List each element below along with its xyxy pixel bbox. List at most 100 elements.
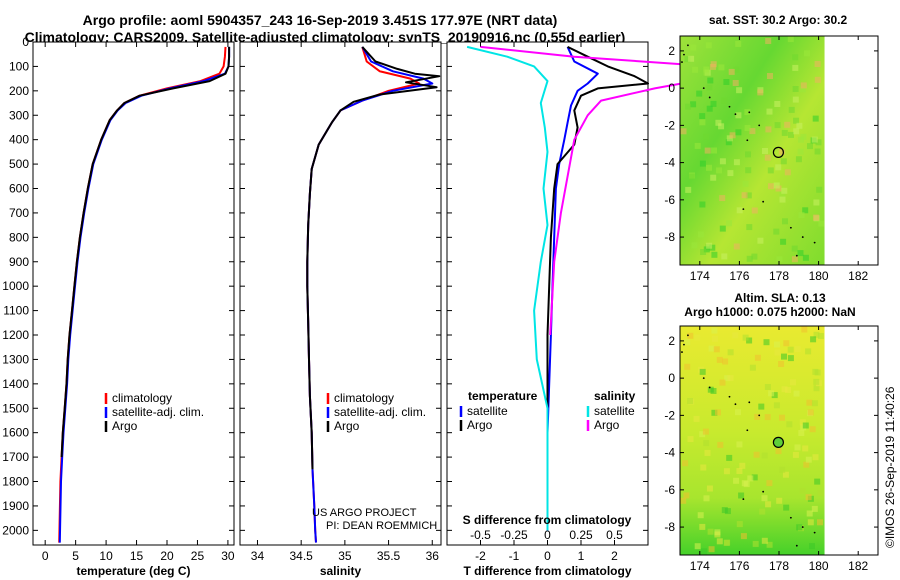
map-pixel [783, 504, 790, 511]
map-pixel [704, 449, 711, 456]
map-pixel [791, 245, 798, 252]
y-tick-label: 2000 [2, 523, 29, 537]
map-pixel [799, 86, 806, 93]
map-pixel [754, 354, 761, 361]
island-dot [762, 490, 765, 493]
map-pixel [703, 66, 710, 73]
map-pixel [721, 97, 728, 104]
map-pixel [736, 521, 743, 528]
map-pixel [736, 441, 743, 448]
island-dot [728, 395, 731, 398]
x-tick-label: 36 [426, 549, 440, 563]
map-pixel [736, 207, 743, 214]
map-pixel [774, 101, 781, 107]
y-tick-label: 1700 [2, 450, 29, 464]
map-pixel [688, 173, 695, 180]
map-pixel [792, 451, 799, 458]
map-pixel [746, 337, 753, 344]
sla-map-subtitle: Argo h1000: 0.075 h2000: NaN [684, 305, 855, 319]
map-pixel [699, 113, 706, 120]
map-pixel [790, 379, 796, 386]
map-pixel [711, 327, 718, 334]
island-dot [683, 343, 685, 346]
map-panel-sla: 174 176 178 180 182 2 0 -2 -4 -6 -8 Altim. SLA: 0.1… [664, 291, 879, 573]
map-pixel [715, 119, 722, 126]
legend-label: Argo [112, 419, 138, 433]
map-pixel [798, 430, 805, 436]
map-pixel [726, 220, 732, 227]
y-tick-label: 700 [9, 206, 29, 220]
map-pixel [744, 109, 751, 116]
map-pixel [699, 201, 706, 208]
map-pixel [773, 182, 780, 189]
map-pixel [708, 546, 715, 553]
map-pixel [705, 42, 712, 49]
map-pixel [697, 512, 704, 519]
map-pixel [765, 38, 772, 44]
map-pixel [788, 131, 794, 138]
map-pixel [802, 422, 809, 429]
y-tick-label: 800 [9, 230, 29, 244]
map-pixel [814, 478, 821, 485]
x-tick-label: 1 [578, 549, 585, 563]
map-pixel [735, 112, 742, 119]
map-pixel [684, 56, 691, 63]
y-tick-label: 400 [9, 133, 29, 147]
map-pixel [699, 431, 706, 438]
map-pixel [699, 119, 706, 126]
island-dot [681, 351, 683, 353]
map-pixel [694, 334, 701, 341]
map-pixel [773, 228, 780, 235]
map-y-tick-label: -4 [664, 156, 675, 170]
map-pixel [809, 543, 815, 550]
map-pixel [764, 154, 771, 161]
legend-title-salinity: salinity [594, 389, 636, 403]
map-pixel [773, 402, 780, 409]
map-pixel [732, 80, 739, 86]
map-pixel [813, 199, 820, 206]
map-pixel [765, 126, 772, 133]
map-pixel [704, 147, 711, 154]
map-pixel [716, 538, 723, 545]
map-pixel [715, 409, 721, 416]
x-tick-label: -1 [509, 549, 520, 563]
map-pixel [707, 77, 714, 84]
map-y-tick-label: -4 [664, 446, 675, 460]
island-dot [734, 113, 737, 116]
map-x-tick-label: 182 [848, 559, 868, 573]
map-pixel [709, 244, 716, 251]
y-tick-label: 1100 [3, 304, 29, 318]
map-pixel [800, 82, 807, 89]
map-pixel [776, 497, 783, 504]
map-pixel [774, 122, 781, 129]
map-y-tick-label: -6 [664, 193, 675, 207]
map-pixel [722, 358, 729, 365]
island-dot [789, 516, 792, 519]
map-pixel [771, 392, 778, 399]
map-pixel [683, 492, 690, 499]
map-x-tick-label: 174 [690, 559, 710, 573]
map-pixel [778, 361, 785, 367]
map-y-tick-label: 2 [668, 44, 675, 58]
map-y-tick-label: 0 [668, 81, 675, 95]
map-pixel [729, 132, 736, 139]
map-pixel [710, 174, 717, 181]
map-x-tick-label: 174 [690, 269, 710, 283]
map-pixel [807, 519, 814, 526]
map-pixel [765, 501, 772, 508]
map-pixel [714, 529, 721, 536]
map-pixel [816, 186, 823, 193]
map-pixel [802, 254, 809, 261]
map-pixel [733, 159, 740, 166]
map-pixel [785, 387, 791, 393]
map-pixel [809, 426, 816, 433]
y-tick-label: 300 [9, 108, 29, 122]
y-tick-label: 1000 [2, 279, 29, 293]
map-pixel [701, 548, 707, 555]
island-dot [748, 401, 751, 404]
y-tick-label: 100 [9, 59, 29, 73]
map-pixel [703, 69, 710, 76]
map-pixel [773, 341, 780, 348]
x-tick-label: 0 [42, 549, 49, 563]
map-pixel [700, 464, 707, 471]
